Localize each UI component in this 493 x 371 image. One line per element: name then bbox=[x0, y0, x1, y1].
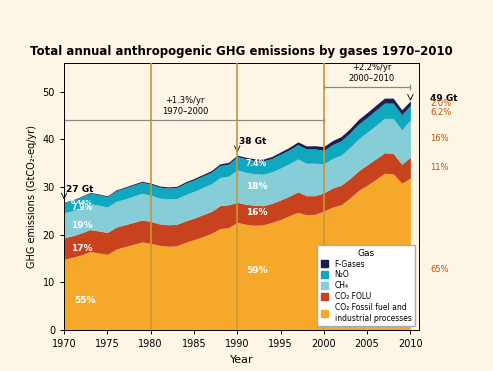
Text: 17%: 17% bbox=[71, 244, 93, 253]
Text: 16%: 16% bbox=[246, 208, 267, 217]
Text: 55%: 55% bbox=[74, 296, 96, 305]
Text: 27 Gt: 27 Gt bbox=[66, 185, 93, 194]
Text: +2.2%/yr
2000–2010: +2.2%/yr 2000–2010 bbox=[349, 63, 394, 83]
Text: 6.2%: 6.2% bbox=[430, 108, 451, 117]
Text: 2.0%: 2.0% bbox=[430, 99, 451, 108]
Legend: F-Gases, N₂O, CH₄, CO₂ FOLU, CO₂ Fossil fuel and
industrial processes: F-Gases, N₂O, CH₄, CO₂ FOLU, CO₂ Fossil … bbox=[317, 245, 415, 326]
Text: 18%: 18% bbox=[246, 182, 267, 191]
Text: 65%: 65% bbox=[430, 265, 449, 274]
Title: Total annual anthropogenic GHG emissions by gases 1970–2010: Total annual anthropogenic GHG emissions… bbox=[30, 45, 453, 58]
Text: 19%: 19% bbox=[71, 221, 93, 230]
Text: 16%: 16% bbox=[430, 134, 449, 143]
Text: 49 Gt: 49 Gt bbox=[430, 94, 458, 103]
Text: 59%: 59% bbox=[246, 266, 268, 275]
Text: 7.4%: 7.4% bbox=[246, 159, 267, 168]
Y-axis label: GHG emissions (GtCO₂-eq/yr): GHG emissions (GtCO₂-eq/yr) bbox=[27, 125, 37, 268]
Text: 11%: 11% bbox=[430, 163, 449, 172]
X-axis label: Year: Year bbox=[230, 355, 253, 365]
Text: +1.3%/yr
1970–2000: +1.3%/yr 1970–2000 bbox=[162, 96, 209, 116]
Text: 0.44%: 0.44% bbox=[71, 200, 93, 205]
Text: 38 Gt: 38 Gt bbox=[239, 138, 266, 147]
Text: 0.81%: 0.81% bbox=[246, 153, 268, 158]
Text: 7.9%: 7.9% bbox=[71, 203, 92, 212]
